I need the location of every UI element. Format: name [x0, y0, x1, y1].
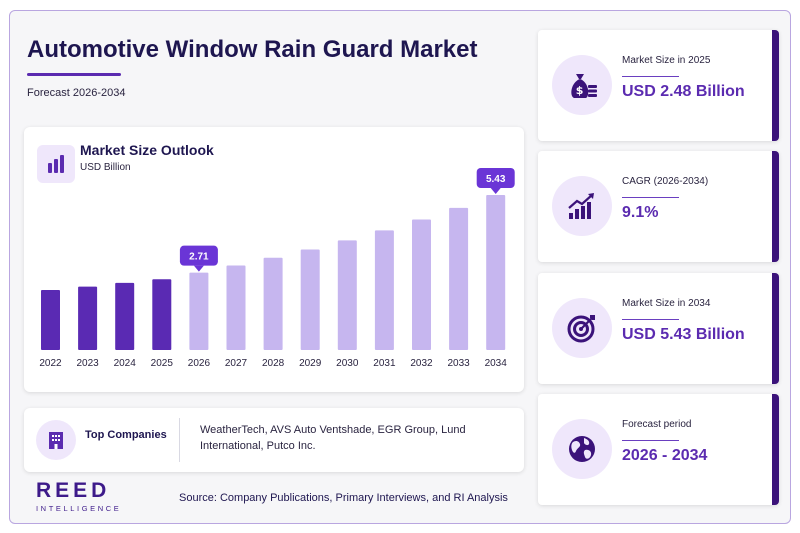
kpi-label: Forecast period	[622, 419, 692, 430]
value-callout: 2.71	[179, 245, 218, 272]
growth-chart-icon	[552, 176, 612, 236]
bar-2028	[263, 257, 283, 350]
x-tick-label: 2029	[299, 358, 322, 369]
x-tick-label: 2034	[485, 358, 508, 369]
x-tick-label: 2026	[188, 358, 211, 369]
callout-label: 2.71	[189, 252, 209, 263]
bar-2031	[374, 230, 394, 350]
kpi-value: 2026 - 2034	[622, 447, 708, 464]
logo-tagline: INTELLIGENCE	[36, 504, 122, 513]
kpi-separator	[622, 76, 679, 77]
building-icon	[36, 420, 76, 460]
target-icon	[552, 298, 612, 358]
bar-2027	[226, 265, 246, 350]
bar-chart-icon	[37, 145, 75, 183]
kpi-card-forecast-period: Forecast period 2026 - 2034	[538, 394, 779, 505]
bar-2025	[152, 279, 172, 350]
reed-intelligence-logo: REED INTELLIGENCE	[36, 479, 122, 514]
kpi-value: USD 5.43 Billion	[622, 326, 745, 343]
globe-icon	[552, 419, 612, 479]
x-tick-label: 2027	[225, 358, 248, 369]
bar-2033	[449, 207, 469, 350]
kpi-value: USD 2.48 Billion	[622, 83, 745, 100]
top-companies-label: Top Companies	[85, 429, 167, 441]
bar-2022	[41, 290, 60, 350]
bar-2026	[189, 272, 209, 350]
bar-chart: 2022 2023 2024 2025 2026 2027 2028 2029 2030 2031…	[39, 168, 515, 369]
market-size-chart-card: Market Size Outlook USD Billion 2022 2023…	[24, 127, 524, 392]
kpi-value: 9.1%	[622, 204, 659, 221]
source-note: Source: Company Publications, Primary In…	[179, 492, 508, 504]
x-tick-label: 2028	[262, 358, 285, 369]
x-tick-label: 2030	[336, 358, 359, 369]
bar-2024	[115, 282, 135, 350]
svg-text:$: $	[576, 84, 584, 97]
kpi-card-market-size-2034: Market Size in 2034 USD 5.43 Billion	[538, 273, 779, 384]
top-companies-card: Top Companies WeatherTech, AVS Auto Vent…	[24, 408, 524, 472]
chart-unit-label: USD Billion	[80, 162, 131, 173]
x-tick-label: 2032	[410, 358, 433, 369]
x-tick-label: 2023	[76, 358, 99, 369]
bar-2034	[486, 195, 506, 350]
logo-wordmark: REED	[36, 479, 111, 502]
title-underline	[27, 73, 121, 76]
top-companies-list: WeatherTech, AVS Auto Ventshade, EGR Gro…	[200, 424, 466, 452]
kpi-label: Market Size in 2034	[622, 298, 711, 309]
bar-2032	[412, 219, 431, 350]
x-tick-label: 2031	[373, 358, 396, 369]
page-title: Automotive Window Rain Guard Market	[27, 36, 478, 63]
page-subtitle: Forecast 2026-2034	[27, 87, 126, 99]
kpi-card-cagr: CAGR (2026-2034) 9.1%	[538, 151, 779, 262]
kpi-label: Market Size in 2025	[622, 55, 711, 66]
x-tick-label: 2025	[151, 358, 174, 369]
kpi-separator	[622, 440, 679, 441]
kpi-card-market-size-2025: $ Market Size in 2025 USD 2.48 Billion	[538, 30, 779, 141]
value-callout: 5.43	[476, 168, 515, 194]
chart-title: Market Size Outlook	[80, 142, 214, 158]
kpi-separator	[622, 197, 679, 198]
x-tick-label: 2022	[39, 358, 62, 369]
x-tick-label: 2024	[114, 358, 137, 369]
callout-label: 5.43	[486, 174, 506, 185]
money-bag-icon: $	[552, 55, 612, 115]
divider	[179, 418, 180, 462]
bar-2023	[78, 286, 98, 350]
kpi-label: CAGR (2026-2034)	[622, 176, 709, 187]
bar-2029	[300, 249, 320, 350]
kpi-separator	[622, 319, 679, 320]
x-tick-label: 2033	[447, 358, 470, 369]
bar-2030	[337, 240, 357, 350]
